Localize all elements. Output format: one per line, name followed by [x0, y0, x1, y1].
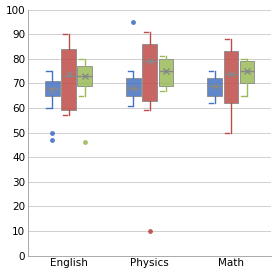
PathPatch shape — [159, 59, 173, 86]
PathPatch shape — [207, 78, 222, 96]
PathPatch shape — [61, 49, 76, 110]
PathPatch shape — [142, 44, 157, 101]
PathPatch shape — [45, 81, 60, 96]
PathPatch shape — [78, 66, 92, 86]
PathPatch shape — [240, 61, 254, 83]
PathPatch shape — [224, 52, 238, 103]
PathPatch shape — [126, 78, 141, 96]
